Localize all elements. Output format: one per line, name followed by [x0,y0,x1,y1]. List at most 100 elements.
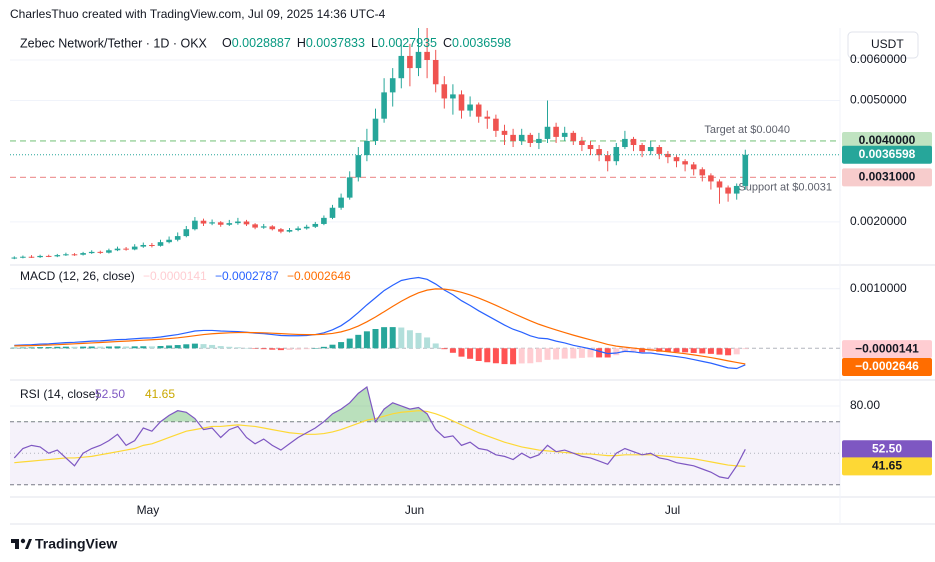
y-tick-label: 0.0050000 [850,93,907,107]
price-tag-label: 0.0031000 [859,170,916,184]
logo-part [25,539,32,549]
candle-body [518,134,525,141]
candle-body [28,256,35,258]
logo-part [15,539,19,549]
candle-body [303,226,310,229]
candle-body [613,147,620,162]
histogram-bar [501,348,508,365]
candle-body [295,228,301,231]
candle-body [243,221,250,225]
histogram-bar [166,345,173,349]
histogram-bar [682,348,689,353]
histogram-bar [114,346,121,349]
candle-body [209,222,215,224]
candle-body [665,153,671,158]
candle-body [467,104,473,111]
histogram-bar [381,327,388,349]
histogram-bar [544,348,551,360]
histogram-bar [286,348,293,350]
histogram-bar [639,348,646,353]
macd-line [14,276,746,370]
candle-body [622,138,628,148]
candle-body [346,177,353,198]
histogram-bar [338,342,345,349]
candle-body [673,157,680,162]
candle-body [484,116,491,119]
histogram-bar [475,348,482,361]
histogram-bar [518,348,525,364]
histogram-bar [123,346,130,349]
rsi-ma-line [14,410,746,467]
candle-body [71,254,78,256]
candle-body [157,242,164,246]
ohlc-key: H [297,36,306,50]
candle-body [716,181,723,188]
candle-body [338,197,344,208]
candle-body [131,246,138,250]
candle-body [389,78,396,93]
indicator-title: MACD (12, 26, close) [20,269,135,283]
histogram-bar [71,346,78,349]
candle-body [80,253,86,255]
histogram-bar [183,344,190,349]
ohlc-value: 0.0036598 [452,36,511,50]
histogram-bar [217,346,224,349]
histogram-bar [54,346,61,349]
price-tag [842,131,932,150]
candle-body [424,51,430,60]
candle-body [407,55,413,69]
candle-body [97,251,104,253]
histogram-bar [148,346,155,349]
candle-body [587,145,594,150]
candle-body [192,220,198,230]
histogram-bar [234,347,241,349]
x-tick-label: May [137,503,160,517]
histogram-bar [604,348,611,358]
rsi-line [13,386,746,480]
candle-body [475,104,482,117]
candle-body [647,147,654,152]
histogram-bar [37,347,44,349]
histogram-bar [406,330,413,349]
candle-body [450,94,456,99]
histogram-bar [613,348,620,356]
candle-body [321,217,327,224]
legend-value: −0.0002646 [287,269,351,283]
price-tag [842,168,932,187]
histogram-bar [664,348,671,352]
price-tag-label: 0.0036598 [859,147,916,161]
indicator-title: RSI (14, close) [20,387,99,401]
candle-body [123,248,129,250]
histogram-bar [570,348,577,359]
candle-body [536,138,542,143]
histogram-bar [553,348,560,360]
price-tag [842,440,932,459]
histogram-bar [690,348,697,353]
histogram-bar [492,348,499,364]
header: CharlesThuo created with TradingView.com… [10,7,386,21]
histogram-bar [725,348,732,356]
candle-body [372,118,379,141]
candle-body [149,244,155,246]
candle-body [742,154,749,186]
rsi-band [10,421,840,485]
histogram-bar [432,343,439,349]
candle-body [183,229,190,237]
y-tick-label: 0.0060000 [850,52,907,66]
candle-body [527,134,534,143]
histogram-bar [484,348,491,363]
candle-body [630,138,637,145]
candle-body [37,255,43,258]
histogram-bar [329,344,336,349]
histogram-bar [578,348,585,358]
histogram-bar [707,348,714,354]
footer-brand: TradingView [35,536,117,552]
ohlc-value: 0.0028887 [232,36,291,50]
legend-value: 41.65 [145,387,175,401]
histogram-bar [449,348,456,353]
candle-body [88,251,95,254]
histogram-bar [209,344,216,349]
price-tag-label: 0.0040000 [859,133,916,147]
histogram-bar [19,347,26,349]
histogram-bar [742,348,749,350]
